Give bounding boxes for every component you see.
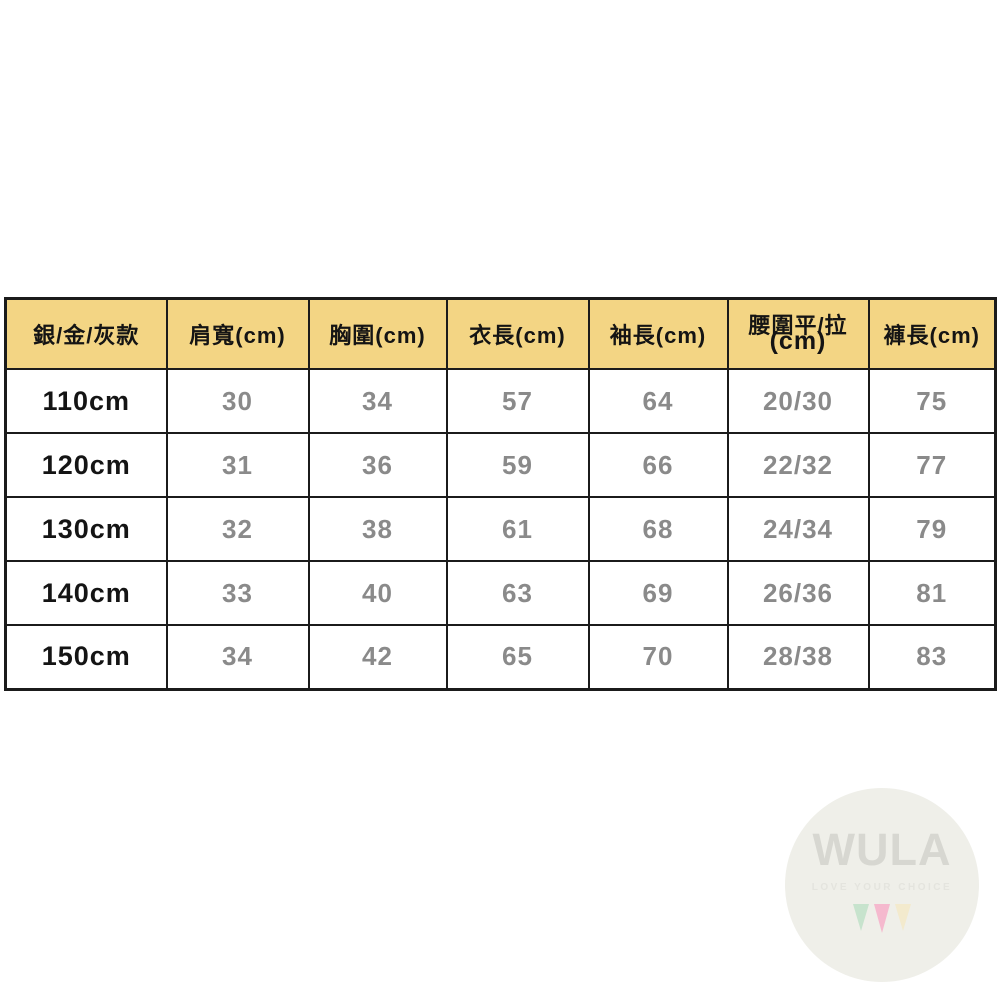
value-cell: 65 (445, 624, 590, 690)
value-cell: 33 (165, 560, 310, 626)
value-cell: 81 (867, 560, 997, 626)
value-cell: 75 (867, 368, 997, 434)
value-cell: 26/36 (726, 560, 870, 626)
table-row-140cm: 140cm 33 40 63 69 26/36 81 (4, 560, 997, 626)
value-cell: 61 (445, 496, 590, 562)
logo-triangles-icon (785, 904, 979, 933)
table-row-110cm: 110cm 30 34 57 64 20/30 75 (4, 368, 997, 434)
column-header-sleeve: 袖長(cm) (587, 297, 729, 370)
waist-header-line2: (cm) (769, 326, 827, 355)
value-cell: 24/34 (726, 496, 870, 562)
column-header-chest: 胸圍(cm) (307, 297, 448, 370)
value-cell: 66 (587, 432, 729, 498)
brand-logo-text: WULA (812, 824, 952, 875)
table-header-row: 銀/金/灰款 肩寬(cm) 胸圍(cm) 衣長(cm) 袖長(cm) 腰圍平/拉… (4, 297, 997, 370)
value-cell: 32 (165, 496, 310, 562)
value-cell: 57 (445, 368, 590, 434)
value-cell: 64 (587, 368, 729, 434)
wula-watermark: WULA LOVE YOUR CHOICE (785, 788, 979, 982)
column-header-style: 銀/金/灰款 (4, 297, 168, 370)
size-cell: 110cm (4, 368, 168, 434)
table-row-150cm: 150cm 34 42 65 70 28/38 83 (4, 624, 997, 690)
size-cell: 150cm (4, 624, 168, 690)
value-cell: 70 (587, 624, 729, 690)
triangle-pink-icon (874, 904, 890, 933)
value-cell: 22/32 (726, 432, 870, 498)
value-cell: 83 (867, 624, 997, 690)
size-chart-table: 銀/金/灰款 肩寬(cm) 胸圍(cm) 衣長(cm) 袖長(cm) 腰圍平/拉… (4, 297, 997, 691)
column-header-shoulder: 肩寬(cm) (165, 297, 310, 370)
value-cell: 34 (307, 368, 448, 434)
value-cell: 79 (867, 496, 997, 562)
value-cell: 69 (587, 560, 729, 626)
value-cell: 40 (307, 560, 448, 626)
column-header-waist: 腰圍平/拉 (cm) (726, 297, 870, 370)
value-cell: 34 (165, 624, 310, 690)
value-cell: 28/38 (726, 624, 870, 690)
value-cell: 20/30 (726, 368, 870, 434)
value-cell: 36 (307, 432, 448, 498)
value-cell: 63 (445, 560, 590, 626)
column-header-pants: 褲長(cm) (867, 297, 997, 370)
triangle-green-icon (853, 904, 869, 931)
value-cell: 31 (165, 432, 310, 498)
triangle-cream-icon (895, 904, 911, 931)
size-cell: 120cm (4, 432, 168, 498)
size-cell: 130cm (4, 496, 168, 562)
waist-header-line1: 腰圍平/拉 (748, 313, 848, 339)
value-cell: 38 (307, 496, 448, 562)
value-cell: 68 (587, 496, 729, 562)
value-cell: 77 (867, 432, 997, 498)
value-cell: 59 (445, 432, 590, 498)
value-cell: 30 (165, 368, 310, 434)
brand-tagline: LOVE YOUR CHOICE (811, 882, 953, 893)
table-row-120cm: 120cm 31 36 59 66 22/32 77 (4, 432, 997, 498)
column-header-length: 衣長(cm) (445, 297, 590, 370)
value-cell: 42 (307, 624, 448, 690)
table-row-130cm: 130cm 32 38 61 68 24/34 79 (4, 496, 997, 562)
size-cell: 140cm (4, 560, 168, 626)
